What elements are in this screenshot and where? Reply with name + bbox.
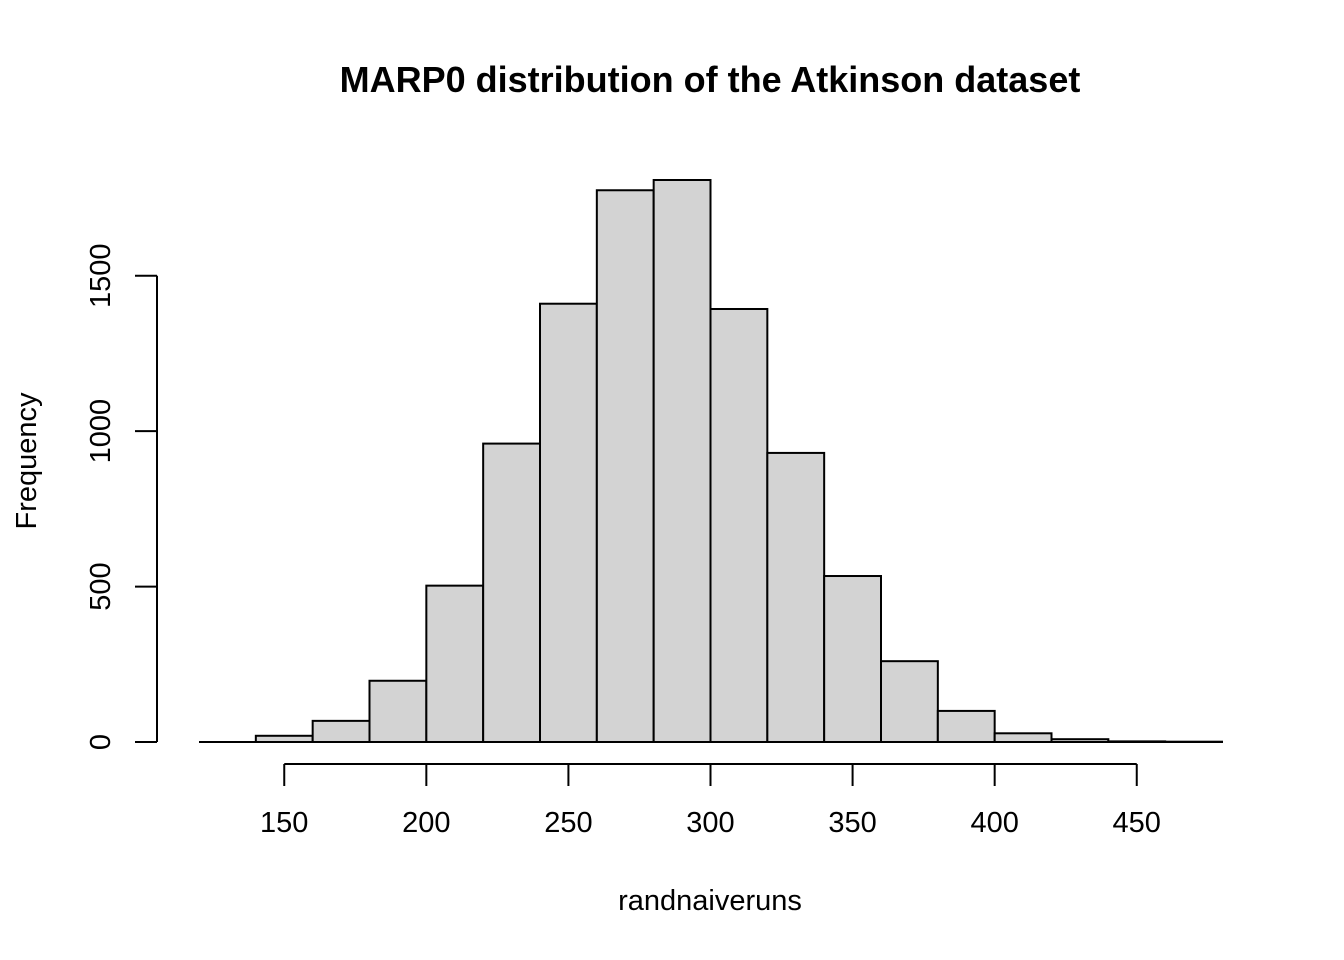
histogram-bar (766, 451, 826, 743)
y-tick-label: 1000 (85, 399, 117, 464)
histogram-bar (652, 179, 712, 743)
x-tick-label: 350 (828, 807, 876, 839)
x-axis: 150 200 250 300 350 400 450 (260, 763, 1161, 839)
histogram-bar (709, 307, 769, 743)
histogram-bar (482, 442, 541, 743)
x-tick-label: 200 (402, 807, 450, 839)
histogram-bar (880, 660, 939, 743)
histogram-bar (595, 189, 655, 743)
histogram-bar (254, 734, 314, 744)
histogram-bar (1107, 740, 1167, 743)
x-tick-label: 450 (1113, 807, 1161, 839)
x-tick-label: 150 (260, 807, 308, 839)
x-tick-label: 250 (544, 807, 592, 839)
x-tick-label: 400 (970, 807, 1018, 839)
histogram-bar (1050, 738, 1110, 744)
x-axis-label: randnaiveruns (618, 885, 802, 917)
histogram-bar (936, 709, 996, 744)
histogram-bar (311, 719, 371, 744)
bars-group (199, 179, 1223, 744)
chart-title: MARP0 distribution of the Atkinson datas… (340, 59, 1081, 100)
x-tick-label: 300 (686, 807, 734, 839)
histogram-bar (993, 732, 1053, 743)
histogram-bar (823, 575, 883, 743)
histogram-bar (539, 302, 598, 743)
y-tick-label: 0 (85, 734, 117, 750)
histogram-bar (425, 584, 485, 743)
y-tick-label: 500 (85, 562, 117, 610)
y-axis-label: Frequency (11, 392, 43, 530)
y-tick-label: 1500 (85, 243, 117, 308)
histogram-bar (368, 679, 428, 744)
y-axis: 0 500 1000 1500 (85, 243, 158, 750)
